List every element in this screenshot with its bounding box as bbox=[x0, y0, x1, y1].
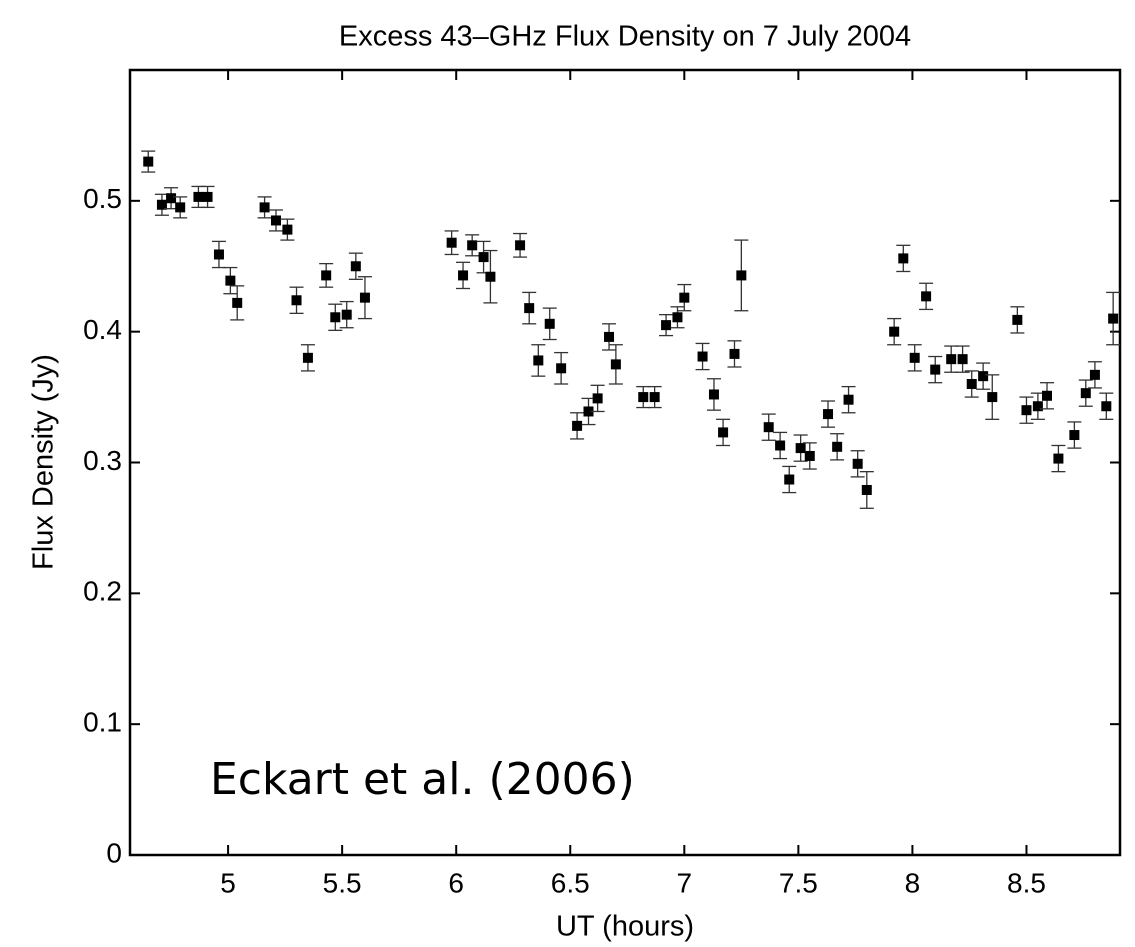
point bbox=[202, 191, 213, 202]
point bbox=[987, 392, 998, 403]
point bbox=[795, 443, 806, 454]
point bbox=[679, 292, 690, 303]
y-tick-label: 0.3 bbox=[83, 445, 122, 476]
point bbox=[544, 318, 555, 329]
point bbox=[225, 275, 236, 286]
point bbox=[350, 261, 361, 272]
point bbox=[302, 352, 313, 363]
point bbox=[852, 458, 863, 469]
point bbox=[533, 355, 544, 366]
point bbox=[1042, 390, 1053, 401]
point bbox=[556, 363, 567, 374]
point bbox=[193, 191, 204, 202]
point bbox=[843, 394, 854, 405]
x-axis-label: UT (hours) bbox=[556, 911, 694, 943]
point bbox=[1021, 405, 1032, 416]
point bbox=[524, 303, 535, 314]
point bbox=[1080, 388, 1091, 399]
point bbox=[638, 392, 649, 403]
point bbox=[478, 252, 489, 263]
point bbox=[957, 354, 968, 365]
point bbox=[143, 156, 154, 167]
x-tick-label: 5.5 bbox=[323, 867, 362, 898]
point bbox=[946, 354, 957, 365]
point bbox=[718, 427, 729, 438]
point bbox=[446, 237, 457, 248]
y-tick-label: 0.5 bbox=[83, 183, 122, 214]
point bbox=[232, 297, 243, 308]
point bbox=[729, 348, 740, 359]
point bbox=[604, 331, 615, 342]
point bbox=[156, 199, 167, 210]
point bbox=[572, 420, 583, 431]
x-tick-label: 7 bbox=[677, 867, 693, 898]
y-tick-label: 0.4 bbox=[83, 314, 122, 345]
point bbox=[175, 202, 186, 213]
point bbox=[467, 240, 478, 251]
y-tick-label: 0 bbox=[106, 837, 122, 868]
point bbox=[861, 484, 872, 495]
point bbox=[1032, 401, 1043, 412]
point bbox=[898, 253, 909, 264]
point bbox=[832, 441, 843, 452]
point bbox=[763, 422, 774, 433]
y-axis-label: Flux Density (Jy) bbox=[28, 354, 60, 570]
point bbox=[649, 392, 660, 403]
point bbox=[1108, 313, 1119, 324]
point bbox=[921, 291, 932, 302]
point bbox=[823, 409, 834, 420]
point bbox=[321, 270, 332, 281]
point bbox=[1089, 369, 1100, 380]
point bbox=[291, 295, 302, 306]
x-tick-label: 6.5 bbox=[551, 867, 590, 898]
annotation: Eckart et al. (2006) bbox=[210, 754, 635, 805]
point bbox=[1053, 453, 1064, 464]
point bbox=[736, 270, 747, 281]
point bbox=[1069, 430, 1080, 441]
point bbox=[1101, 401, 1112, 412]
point bbox=[485, 271, 496, 282]
x-tick-label: 6 bbox=[448, 867, 464, 898]
point bbox=[458, 270, 469, 281]
point bbox=[259, 202, 270, 213]
x-tick-label: 8 bbox=[905, 867, 921, 898]
point bbox=[515, 240, 526, 251]
chart-title: Excess 43–GHz Flux Density on 7 July 200… bbox=[339, 21, 911, 53]
point bbox=[930, 364, 941, 375]
point bbox=[359, 292, 370, 303]
x-tick-label: 7.5 bbox=[779, 867, 818, 898]
point bbox=[966, 379, 977, 389]
point bbox=[282, 224, 293, 235]
point bbox=[978, 371, 989, 382]
x-tick-label: 8.5 bbox=[1007, 867, 1046, 898]
point bbox=[1012, 314, 1023, 325]
point bbox=[784, 474, 795, 485]
point bbox=[213, 249, 224, 260]
point bbox=[166, 193, 177, 204]
point bbox=[775, 440, 786, 451]
point bbox=[330, 312, 341, 323]
plot-frame bbox=[128, 68, 1122, 857]
point bbox=[270, 215, 281, 226]
y-tick-label: 0.2 bbox=[83, 576, 122, 607]
point bbox=[341, 309, 352, 320]
point bbox=[592, 393, 603, 404]
point bbox=[697, 351, 708, 362]
point bbox=[804, 450, 815, 461]
point bbox=[672, 312, 683, 323]
point bbox=[708, 389, 719, 400]
point bbox=[889, 326, 900, 337]
y-tick-label: 0.1 bbox=[83, 707, 122, 738]
point bbox=[583, 406, 594, 417]
point bbox=[661, 320, 672, 331]
point bbox=[610, 359, 621, 370]
point bbox=[909, 352, 920, 363]
x-tick-label: 5 bbox=[220, 867, 236, 898]
